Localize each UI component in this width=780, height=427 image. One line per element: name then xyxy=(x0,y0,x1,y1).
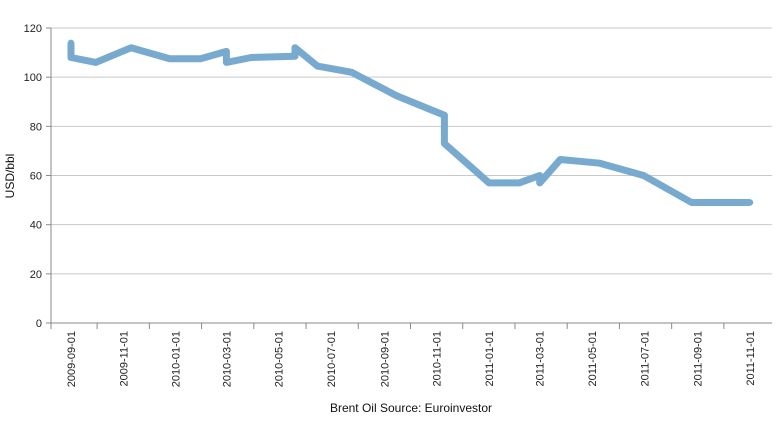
x-tick-label: 2010-09-01 xyxy=(379,331,391,387)
x-tick-label: 2009-09-01 xyxy=(66,331,78,387)
data-point xyxy=(393,92,400,99)
y-tick-label: 0 xyxy=(36,318,42,330)
data-point xyxy=(127,44,135,51)
x-axis-ticks: 2009-09-01 2009-11-01 2010-01-01 2010-03-01… xyxy=(66,323,757,387)
series-line xyxy=(67,42,750,206)
data-point xyxy=(314,62,321,70)
data-point xyxy=(485,179,493,187)
x-tick-label: 2011-11-01 xyxy=(745,331,757,386)
y-tick-label: 60 xyxy=(30,171,42,183)
x-tick-label: 2011-01-01 xyxy=(484,331,496,386)
data-point xyxy=(248,54,255,61)
data-point xyxy=(515,179,523,187)
x-tick-label: 2010-03-01 xyxy=(221,331,233,387)
y-axis-ticks: 0 20 40 60 80 100 120 xyxy=(24,23,51,330)
y-axis-title: USD/bbl xyxy=(3,154,17,199)
y-tick-label: 80 xyxy=(30,121,42,133)
x-tick-label: 2011-03-01 xyxy=(535,331,547,386)
data-point xyxy=(441,112,448,119)
data-point xyxy=(596,160,603,167)
y-tick-label: 120 xyxy=(24,23,42,35)
data-point xyxy=(223,59,230,66)
data-point xyxy=(291,44,299,51)
data-point xyxy=(67,39,75,46)
x-tick-label: 2010-05-01 xyxy=(274,331,286,387)
data-point xyxy=(67,54,75,61)
gridlines xyxy=(51,27,772,275)
data-point xyxy=(92,59,100,66)
data-point xyxy=(348,69,355,76)
x-tick-label: 2009-11-01 xyxy=(118,331,130,386)
x-tick-label: 2010-11-01 xyxy=(432,331,444,386)
data-point xyxy=(688,199,695,206)
x-tick-label: 2011-05-01 xyxy=(587,331,599,386)
data-point xyxy=(640,172,647,179)
data-point xyxy=(223,48,230,55)
x-tick-label: 2010-01-01 xyxy=(171,331,183,387)
data-point xyxy=(536,172,543,179)
y-tick-label: 40 xyxy=(30,220,42,232)
y-tick-label: 20 xyxy=(30,269,42,281)
data-point xyxy=(557,156,564,163)
axes xyxy=(50,28,772,329)
x-tick-label: 2011-07-01 xyxy=(639,331,651,386)
series-layer xyxy=(67,39,754,206)
data-point xyxy=(441,140,448,147)
data-point xyxy=(197,55,204,62)
x-tick-label: 2010-07-01 xyxy=(326,331,338,387)
x-axis-title: Brent Oil Source: Euroinvestor xyxy=(330,401,492,415)
x-tick-label: 2011-09-01 xyxy=(693,331,705,386)
data-point xyxy=(291,53,299,60)
data-point xyxy=(746,199,754,206)
data-point xyxy=(166,55,173,62)
data-point xyxy=(536,179,543,187)
y-tick-label: 100 xyxy=(24,72,42,84)
